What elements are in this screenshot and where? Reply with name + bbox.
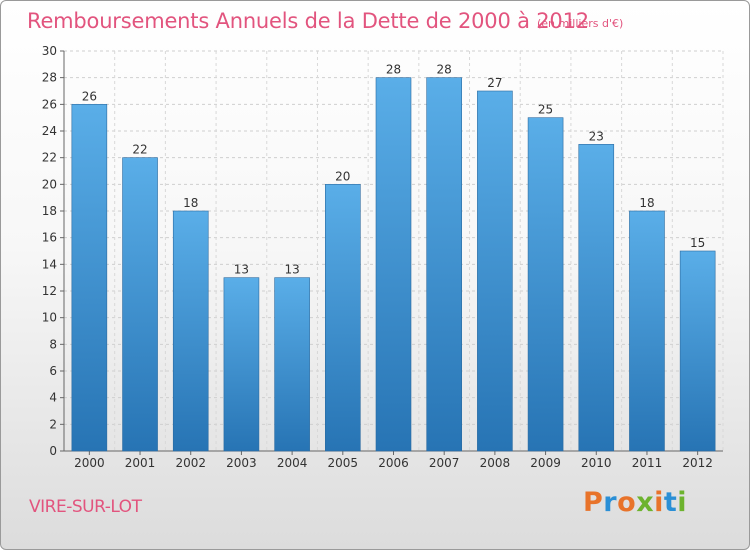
logo-letter: P	[583, 487, 604, 518]
bar[interactable]	[578, 144, 615, 452]
y-tick-label: 10	[42, 311, 57, 325]
bar[interactable]	[629, 210, 665, 452]
y-tick-label: 30	[42, 44, 57, 58]
commune-name: VIRE-SUR-LOT	[29, 497, 142, 517]
x-tick-label: 2007	[429, 456, 460, 470]
data-label: 20	[335, 169, 350, 183]
logo-letter: t	[663, 487, 678, 518]
logo-letter: r	[603, 487, 618, 518]
y-tick-label: 8	[49, 337, 57, 351]
y-tick-label: 26	[42, 97, 57, 111]
y-tick-label: 28	[42, 71, 57, 85]
y-tick-label: 18	[42, 204, 57, 218]
y-tick-label: 0	[49, 444, 57, 458]
bar[interactable]	[71, 104, 108, 452]
bar[interactable]	[274, 277, 310, 452]
data-label: 22	[132, 143, 147, 157]
x-tick-label: 2010	[581, 456, 612, 470]
proxiti-logo[interactable]: Proxiti	[583, 487, 687, 518]
data-label: 28	[386, 63, 401, 77]
unit-label: (en milliers d'€)	[537, 17, 624, 30]
y-tick-label: 2	[49, 417, 57, 431]
chart-title: Remboursements Annuels de la Dette de 20…	[27, 9, 589, 33]
bar[interactable]	[223, 277, 260, 452]
x-tick-label: 2012	[682, 456, 713, 470]
x-tick-label: 2004	[277, 456, 308, 470]
y-tick-label: 22	[42, 151, 57, 165]
y-tick-label: 12	[42, 284, 57, 298]
x-tick-label: 2009	[530, 456, 561, 470]
logo-letter: i	[654, 487, 664, 518]
bar[interactable]	[325, 184, 361, 452]
data-label: 18	[183, 196, 198, 210]
y-tick-label: 20	[42, 177, 57, 191]
data-label: 27	[487, 76, 502, 90]
bar[interactable]	[426, 77, 462, 452]
data-label: 15	[690, 236, 705, 250]
bars	[71, 77, 716, 452]
y-tick-label: 14	[42, 257, 57, 271]
logo-letter: o	[617, 487, 637, 518]
y-tick-label: 4	[49, 391, 57, 405]
labels: 26 2000 22 2001 18 2002 13 2003 13 2004 20 2005 28 20…	[74, 63, 713, 470]
bar[interactable]	[122, 157, 158, 452]
bar[interactable]	[477, 90, 513, 452]
data-label: 18	[639, 196, 654, 210]
bar[interactable]	[172, 210, 209, 452]
bar[interactable]	[527, 117, 564, 452]
data-label: 25	[538, 103, 553, 117]
data-label: 26	[82, 89, 97, 103]
data-label: 23	[589, 129, 604, 143]
x-tick-label: 2003	[226, 456, 257, 470]
x-tick-label: 2008	[480, 456, 511, 470]
data-label: 13	[234, 263, 249, 277]
x-tick-label: 2001	[125, 456, 156, 470]
y-tick-label: 24	[42, 124, 57, 138]
data-label: 13	[284, 263, 299, 277]
y-tick-label: 6	[49, 364, 57, 378]
x-tick-label: 2006	[378, 456, 409, 470]
x-tick-label: 2011	[632, 456, 663, 470]
x-tick-label: 2000	[74, 456, 105, 470]
data-label: 28	[437, 63, 452, 77]
bar[interactable]	[375, 77, 412, 452]
x-tick-label: 2002	[175, 456, 206, 470]
x-tick-label: 2005	[328, 456, 359, 470]
logo-letter: i	[677, 487, 688, 518]
logo-letter: x	[636, 487, 655, 518]
y-tick-label: 16	[42, 231, 57, 245]
bar[interactable]	[679, 250, 716, 452]
